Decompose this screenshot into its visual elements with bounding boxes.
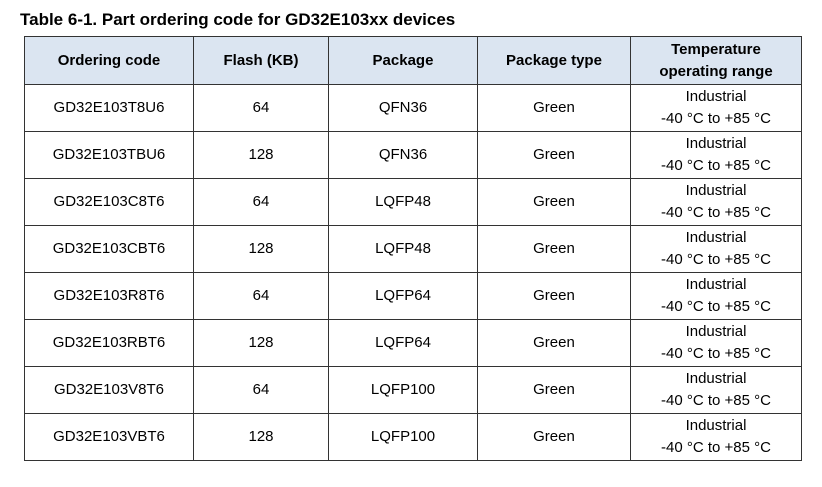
table-row: GD32E103RBT6 128 LQFP64 Green Industrial -40 … <box>24 319 802 367</box>
table-cell: Industrial -40 °C to +85 °C <box>630 319 802 367</box>
table-cell: Green <box>477 272 631 320</box>
cell-line: -40 °C to +85 °C <box>661 298 771 315</box>
table-cell: 128 <box>193 319 329 367</box>
table-body: GD32E103T8U6 64 QFN36 Green Industrial -40 °C… <box>24 84 802 461</box>
header-cell: Temperature operating range <box>630 36 802 85</box>
header-cell: Flash (KB) <box>193 36 329 85</box>
table-cell: Industrial -40 °C to +85 °C <box>630 413 802 461</box>
table-cell: 64 <box>193 366 329 414</box>
cell-line: -40 °C to +85 °C <box>661 345 771 362</box>
table-row: GD32E103VBT6 128 LQFP100 Green Industrial -40… <box>24 413 802 461</box>
table-row: GD32E103T8U6 64 QFN36 Green Industrial -40 °C… <box>24 84 802 132</box>
table-cell: LQFP48 <box>328 225 478 273</box>
table-cell: Industrial -40 °C to +85 °C <box>630 131 802 179</box>
cell-line: Industrial <box>685 88 747 105</box>
table-row: GD32E103R8T6 64 LQFP64 Green Industrial -40 °… <box>24 272 802 320</box>
table-cell: LQFP100 <box>328 413 478 461</box>
table-cell: Green <box>477 319 631 367</box>
table-cell: GD32E103V8T6 <box>24 366 194 414</box>
table-cell: LQFP100 <box>328 366 478 414</box>
table-cell: 128 <box>193 225 329 273</box>
ordering-table: Ordering code Flash (KB) Package Package ty… <box>24 36 802 461</box>
cell-line: -40 °C to +85 °C <box>661 204 771 221</box>
table-row: GD32E103V8T6 64 LQFP100 Green Industrial -40 … <box>24 366 802 414</box>
table-row: GD32E103CBT6 128 LQFP48 Green Industrial -40 … <box>24 225 802 273</box>
table-cell: Green <box>477 225 631 273</box>
header-row: Ordering code Flash (KB) Package Package ty… <box>24 36 802 85</box>
cell-line: -40 °C to +85 °C <box>661 439 771 456</box>
table-row: GD32E103C8T6 64 LQFP48 Green Industrial -40 °… <box>24 178 802 226</box>
table-cell: Green <box>477 413 631 461</box>
cell-line: Industrial <box>685 182 747 199</box>
table-cell: Industrial -40 °C to +85 °C <box>630 272 802 320</box>
cell-line: -40 °C to +85 °C <box>661 157 771 174</box>
cell-line: -40 °C to +85 °C <box>661 110 771 127</box>
table-title: Table 6-1. Part ordering code for GD32E1… <box>20 10 456 29</box>
table-cell: Green <box>477 84 631 132</box>
header-cell: Package <box>328 36 478 85</box>
cell-line: Industrial <box>685 370 747 387</box>
table-cell: GD32E103R8T6 <box>24 272 194 320</box>
table-cell: 64 <box>193 178 329 226</box>
table-cell: Industrial -40 °C to +85 °C <box>630 225 802 273</box>
table-cell: GD32E103CBT6 <box>24 225 194 273</box>
table-cell: GD32E103TBU6 <box>24 131 194 179</box>
table-cell: QFN36 <box>328 84 478 132</box>
table-cell: GD32E103C8T6 <box>24 178 194 226</box>
table-row: GD32E103TBU6 128 QFN36 Green Industrial -40 °… <box>24 131 802 179</box>
cell-line: Industrial <box>685 276 747 293</box>
table-cell: Green <box>477 178 631 226</box>
table-cell: LQFP64 <box>328 319 478 367</box>
table-cell: 64 <box>193 272 329 320</box>
header-cell: Package type <box>477 36 631 85</box>
table-cell: Green <box>477 366 631 414</box>
cell-line: Industrial <box>685 135 747 152</box>
header-cell: Ordering code <box>24 36 194 85</box>
table-cell: 64 <box>193 84 329 132</box>
table-cell: Green <box>477 131 631 179</box>
table-cell: QFN36 <box>328 131 478 179</box>
cell-line: Industrial <box>685 323 747 340</box>
cell-line: Industrial <box>685 417 747 434</box>
table-cell: GD32E103T8U6 <box>24 84 194 132</box>
table-cell: LQFP48 <box>328 178 478 226</box>
table-cell: GD32E103VBT6 <box>24 413 194 461</box>
cell-line: -40 °C to +85 °C <box>661 392 771 409</box>
table-cell: GD32E103RBT6 <box>24 319 194 367</box>
cell-line: -40 °C to +85 °C <box>661 251 771 268</box>
table-cell: LQFP64 <box>328 272 478 320</box>
table-cell: Industrial -40 °C to +85 °C <box>630 84 802 132</box>
table-cell: Industrial -40 °C to +85 °C <box>630 366 802 414</box>
table-cell: 128 <box>193 131 329 179</box>
table-cell: Industrial -40 °C to +85 °C <box>630 178 802 226</box>
cell-line: Industrial <box>685 229 747 246</box>
table-cell: 128 <box>193 413 329 461</box>
